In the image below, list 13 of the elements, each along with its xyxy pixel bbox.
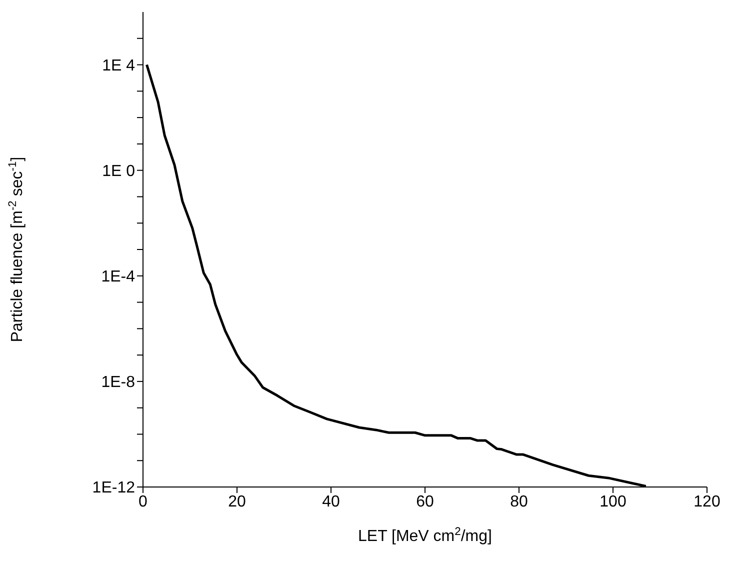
y-tick-label: 1E-4 (101, 268, 136, 286)
x-tick-label: 80 (510, 493, 528, 510)
y-tick-label: 1E 0 (102, 163, 136, 180)
x-axis-title: LET [MeV cm$^{2}$/mg] (358, 526, 492, 545)
x-tick-label: 120 (694, 493, 720, 510)
x-tick-label: 40 (322, 493, 340, 510)
y-tick-label: 1E 4 (102, 57, 136, 74)
y-tick-label: 1E-8 (101, 374, 136, 392)
x-tick-label: 20 (228, 493, 246, 510)
x-tick-label: 100 (600, 493, 626, 510)
x-tick-label: 60 (416, 493, 434, 510)
y-tick-label: 1E-12 (92, 480, 136, 497)
x-tick-label: 0 (138, 493, 148, 510)
